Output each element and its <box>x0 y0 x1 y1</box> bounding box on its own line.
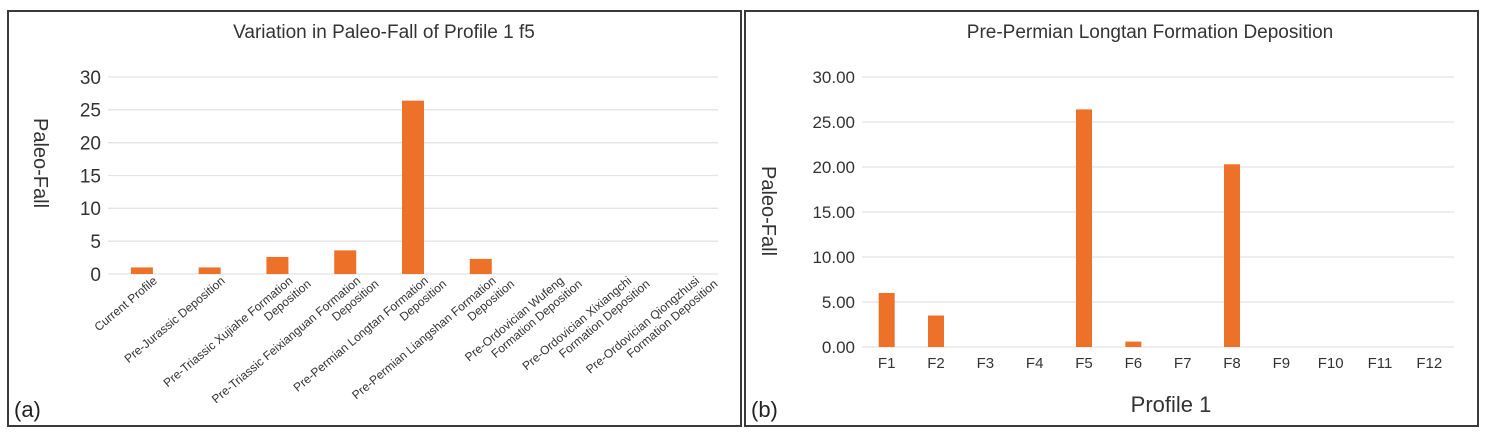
b-x-tick-label: F2 <box>927 355 945 372</box>
b-x-tick-label: F10 <box>1318 355 1344 372</box>
b-bar <box>1125 341 1142 347</box>
b-y-tick-label: 10.00 <box>812 248 855 267</box>
b-y-tick-label: 0.00 <box>822 338 855 357</box>
chart-b-gridlines <box>862 76 1454 348</box>
a-y-tick-label: 10 <box>80 199 101 220</box>
b-x-tick-label: F6 <box>1125 355 1143 372</box>
a-bar <box>130 267 153 274</box>
b-bar <box>1224 164 1240 347</box>
b-y-tick-label: 20.00 <box>812 158 855 177</box>
a-bar <box>266 256 289 274</box>
b-bar <box>928 315 944 347</box>
a-bar <box>334 250 357 274</box>
b-x-tick-label: F8 <box>1223 355 1241 372</box>
b-x-tick-label: F3 <box>977 355 995 372</box>
a-y-tick-label: 5 <box>90 232 101 253</box>
chart-a-ylabel: Paleo-Fall <box>29 118 51 208</box>
b-x-tick-label: F4 <box>1026 355 1044 372</box>
b-y-tick-label: 25.00 <box>812 113 855 132</box>
panel-a: Variation in Paleo-Fall of Profile 1 f5 … <box>7 10 742 427</box>
chart-a-bars <box>130 100 492 274</box>
a-y-tick-label: 20 <box>80 134 101 155</box>
panel-b-frame <box>744 10 1479 427</box>
chart-b-xlabel: Profile 1 <box>1131 392 1212 417</box>
chart-b-title: Pre-Permian Longtan Formation Deposition <box>967 22 1333 43</box>
chart-b-x-ticks: F1 F2 F3 F4 F5 F6 F7 F8 F9 F10 F11 F12 <box>878 355 1442 372</box>
panel-b: Pre-Permian Longtan Formation Deposition… <box>744 10 1479 427</box>
b-x-tick-label: F12 <box>1416 355 1442 372</box>
b-y-tick-label: 30.00 <box>812 68 855 87</box>
b-x-tick-label: F1 <box>878 355 896 372</box>
b-x-tick-label: F7 <box>1174 355 1192 372</box>
b-bar <box>878 293 895 347</box>
b-bar <box>1076 109 1092 348</box>
b-y-tick-label: 15.00 <box>812 203 855 222</box>
panel-a-frame <box>7 10 742 427</box>
b-x-tick-label: F5 <box>1075 355 1093 372</box>
b-y-tick-label: 5.00 <box>822 293 855 312</box>
a-y-tick-label: 15 <box>80 166 101 187</box>
a-bar <box>198 267 221 274</box>
chart-a-y-ticks: 0 5 10 15 20 25 30 <box>80 68 101 286</box>
panel-b-label: (b) <box>751 397 778 422</box>
panel-a-label: (a) <box>14 397 41 422</box>
a-y-tick-label: 30 <box>80 68 101 89</box>
chart-a-title: Variation in Paleo-Fall of Profile 1 f5 <box>233 22 535 43</box>
chart-b-bars <box>878 109 1240 348</box>
a-y-tick-label: 0 <box>90 265 101 286</box>
b-x-tick-label: F11 <box>1368 355 1393 372</box>
chart-b-y-ticks: 0.00 5.00 10.00 15.00 20.00 25.00 30.00 <box>812 68 855 357</box>
a-y-tick-label: 25 <box>80 101 101 122</box>
a-bar <box>402 100 424 274</box>
a-bar <box>469 258 492 274</box>
chart-b-ylabel: Paleo-Fall <box>757 166 779 256</box>
b-x-tick-label: F9 <box>1273 355 1291 372</box>
